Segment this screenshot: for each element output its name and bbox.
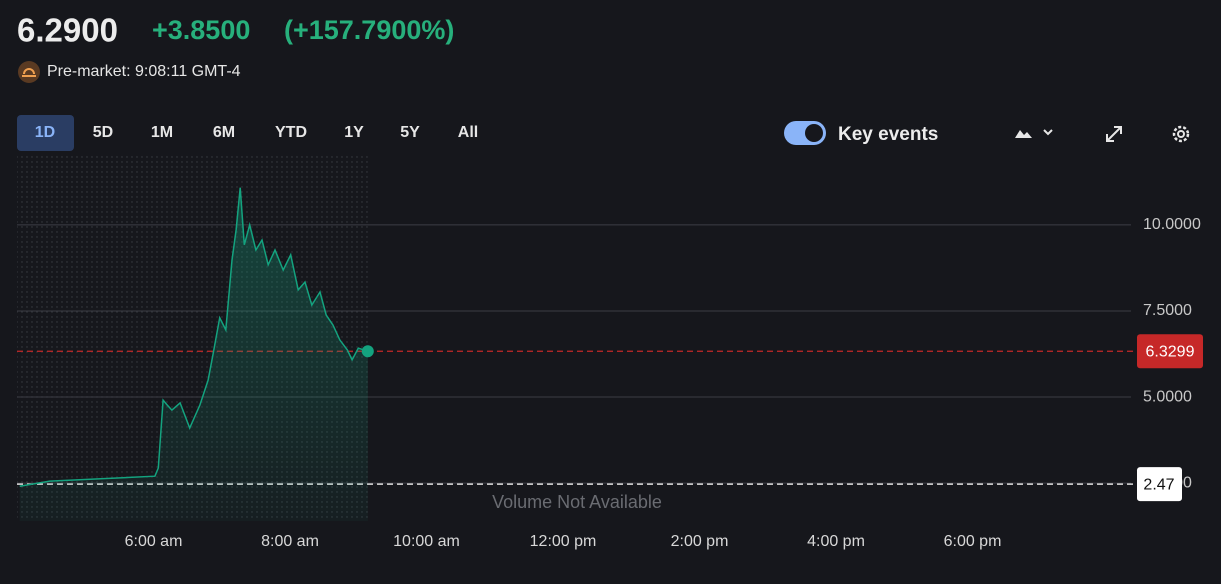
range-tab[interactable]: YTD — [275, 124, 307, 141]
y-tick-label: 10.0000 — [1143, 216, 1201, 233]
last-price-box — [1137, 334, 1203, 369]
key-events-label[interactable]: Key events — [838, 124, 938, 145]
price: 6.2900 — [17, 12, 118, 49]
range-tab[interactable]: 5D — [93, 124, 113, 141]
last-point — [361, 345, 374, 358]
y-tick-label: 5.0000 — [1143, 388, 1192, 405]
range-tab[interactable]: 1Y — [344, 124, 364, 141]
range-tab[interactable]: 6M — [213, 124, 235, 141]
chevron-icon[interactable] — [1043, 129, 1053, 136]
x-tick-label: 2:00 pm — [671, 533, 729, 550]
change-percent: (+157.7900%) — [284, 15, 454, 45]
range-tab[interactable]: 5Y — [400, 124, 420, 141]
x-tick-label: 4:00 pm — [807, 533, 865, 550]
volume-note: Volume Not Available — [492, 492, 662, 512]
x-tick-label: 8:00 am — [261, 533, 319, 550]
session-icon-glyph — [22, 68, 36, 77]
chart-type-icon[interactable] — [1015, 130, 1032, 138]
toggle-knob — [805, 124, 823, 142]
tab-selected-bg — [17, 115, 74, 151]
x-tick-label: 10:00 am — [393, 533, 460, 550]
range-tab[interactable]: 1M — [151, 124, 173, 141]
last-price-label: 6.3299 — [1146, 343, 1195, 360]
x-tick-label: 12:00 pm — [530, 533, 597, 550]
session-icon — [18, 61, 40, 83]
range-tab[interactable]: All — [458, 124, 478, 141]
session: Pre-market: 9:08:11 GMT-4 — [47, 63, 241, 80]
x-tick-label: 6:00 pm — [944, 533, 1002, 550]
settings-icon-core — [1177, 130, 1185, 138]
previous-close-box — [1137, 467, 1182, 502]
settings-icon[interactable] — [1172, 125, 1190, 143]
price-line — [19, 187, 369, 487]
range-tab[interactable]: 1D — [35, 124, 55, 141]
y-tick-label: 7.5000 — [1143, 302, 1192, 319]
area — [19, 187, 368, 521]
previous-close-label: 2.47 — [1143, 476, 1174, 493]
expand-icon[interactable] — [1106, 126, 1122, 142]
x-tick-label: 6:00 am — [125, 533, 183, 550]
change: +3.8500 — [152, 15, 250, 45]
